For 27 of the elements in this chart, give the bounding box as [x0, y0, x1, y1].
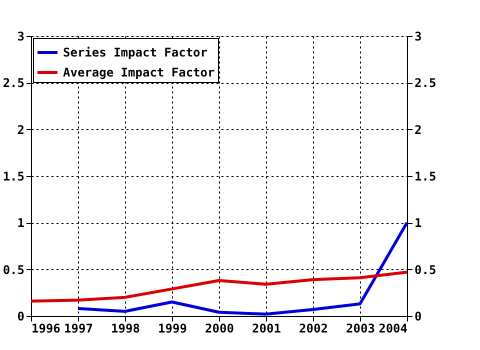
line-series: [76, 221, 408, 316]
y2-tick-label: 2.5: [414, 76, 436, 90]
y2-tick-label: 3: [414, 30, 422, 44]
y2-tick-label: 0: [414, 310, 422, 324]
x-tick-label: 2001: [252, 322, 281, 336]
x-tick-label: 2003: [346, 322, 375, 336]
x-tick-label: 2004: [378, 322, 408, 336]
y2-tick-label: 1.5: [414, 170, 436, 184]
y-tick-label: 1: [17, 216, 24, 230]
y-tick-label: 0: [17, 310, 24, 324]
legend-label: Series Impact Factor: [63, 46, 208, 60]
y-tick-label: 1.5: [2, 170, 24, 184]
legend-label: Average Impact Factor: [63, 66, 215, 80]
x-tick-label: 1996: [32, 322, 60, 336]
y2-tick-label: 1: [414, 216, 422, 230]
x-tick-label: 2002: [299, 322, 328, 336]
line-series: [30, 270, 408, 303]
y2-tick-label: 2: [414, 122, 422, 137]
x-tick-label: 1997: [64, 322, 93, 336]
y-tick-label: 2.5: [2, 76, 24, 90]
x-tick-label: 2000: [205, 322, 234, 336]
x-tick-label: 1998: [111, 322, 140, 336]
y-tick-label: 3: [17, 30, 24, 44]
y2-tick-label: 0.5: [414, 262, 436, 277]
x-tick-label: 1999: [158, 322, 187, 336]
y-tick-label: 2: [17, 122, 24, 137]
y-tick-label: 0.5: [2, 262, 24, 277]
